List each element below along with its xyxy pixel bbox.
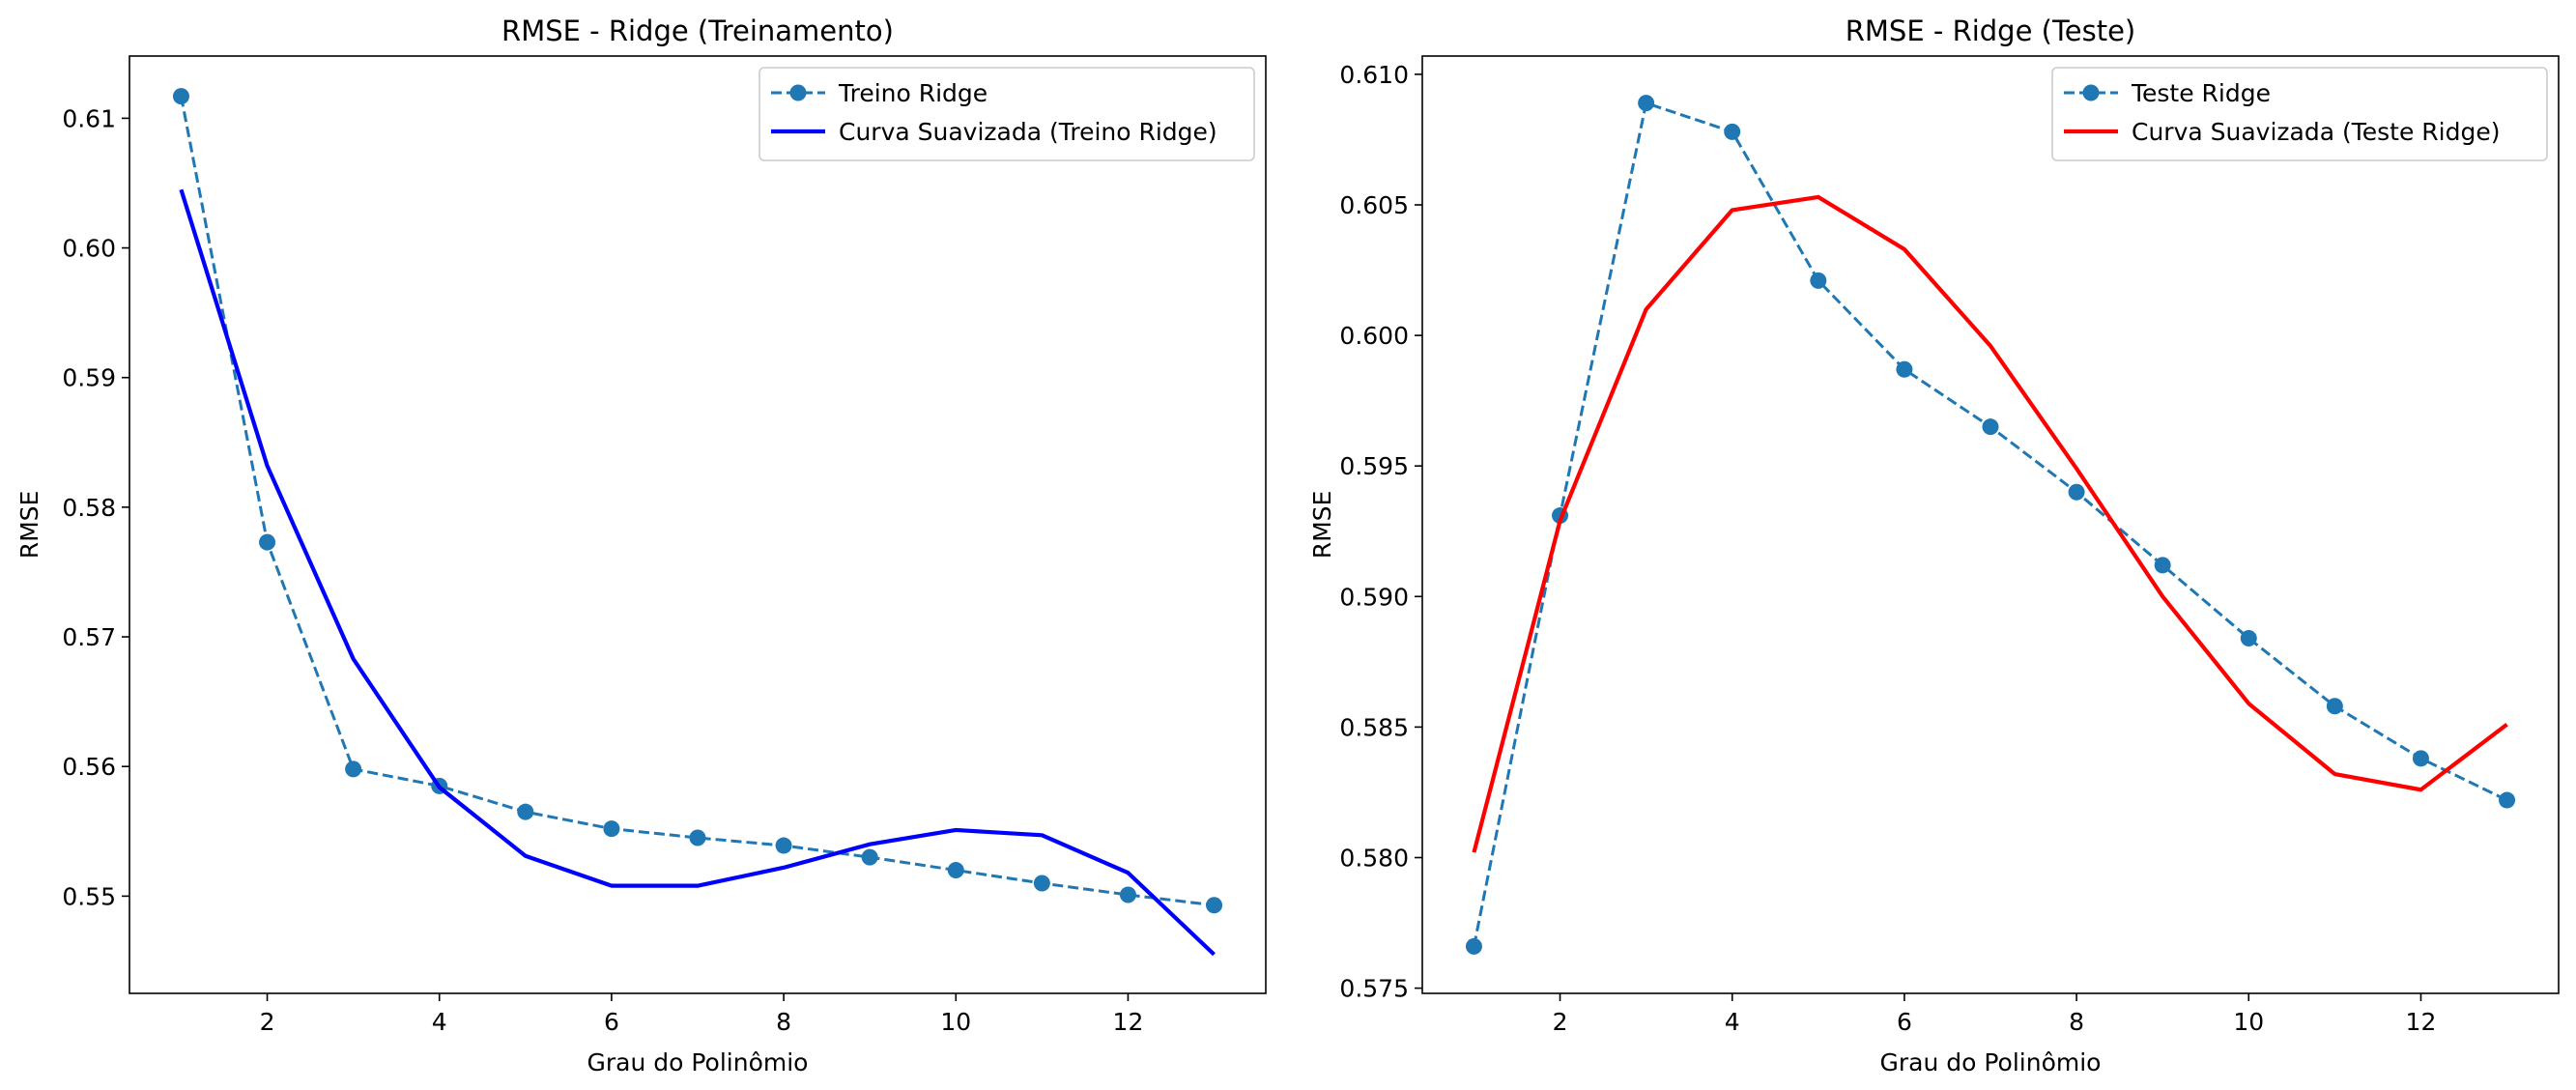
x-tick-label: 10	[2233, 1008, 2264, 1036]
plot-area	[1465, 95, 2516, 955]
x-tick-label: 12	[2406, 1008, 2437, 1036]
data-point	[2326, 698, 2343, 715]
data-point	[2240, 630, 2257, 647]
y-axis-label: RMSE	[1308, 491, 1336, 559]
axes-frame	[129, 55, 1267, 994]
y-tick-label: 0.59	[62, 364, 116, 392]
data-point	[1465, 937, 1482, 955]
data-point	[775, 837, 792, 854]
data-point	[1206, 897, 1223, 914]
x-axis-label: Grau do Polinômio	[587, 1048, 809, 1076]
legend-label-1: Treino Ridge	[838, 79, 987, 107]
axes-frame	[1421, 55, 2560, 994]
legend-marker	[789, 84, 807, 101]
series-line-1	[179, 96, 1215, 907]
y-tick-label: 0.57	[62, 623, 116, 651]
x-tick-label: 6	[604, 1008, 619, 1036]
y-tick-label: 0.61	[62, 104, 116, 132]
data-point	[2412, 750, 2429, 767]
data-point	[259, 533, 276, 551]
y-tick-label: 0.610	[1339, 61, 1409, 89]
legend-box	[758, 67, 1255, 161]
y-tick-label: 0.585	[1339, 713, 1409, 741]
x-tick-label: 8	[776, 1008, 791, 1036]
data-point	[345, 760, 362, 778]
y-tick-label: 0.55	[62, 882, 116, 910]
y-tick-label: 0.600	[1339, 322, 1409, 350]
x-tick-label: 2	[1553, 1008, 1568, 1036]
chart-title: RMSE - Ridge (Teste)	[1846, 14, 2135, 47]
series-line-2	[1472, 194, 2508, 853]
y-axis-label: RMSE	[15, 491, 43, 559]
x-tick-label: 10	[940, 1008, 971, 1036]
y-tick-label: 0.575	[1339, 975, 1409, 1003]
y-tick-label: 0.595	[1339, 452, 1409, 480]
x-axis-label: Grau do Polinômio	[1880, 1048, 2102, 1076]
data-point	[1119, 886, 1136, 904]
data-point	[689, 829, 706, 846]
y-tick-label: 0.605	[1339, 191, 1409, 219]
data-point	[1810, 272, 1827, 289]
y-tick-label: 0.58	[62, 494, 116, 522]
series-line-1	[1472, 101, 2508, 947]
x-tick-label: 8	[2069, 1008, 2084, 1036]
chart-panel-2: RMSE - Ridge (Teste) 2 4 6 8 10 12 0.575 0.580 0.…	[1308, 14, 2560, 1076]
data-point	[517, 803, 534, 820]
legend: Teste Ridge Curva Suavizada (Teste Ridge)	[2051, 67, 2548, 161]
legend-label-2: Curva Suavizada (Treino Ridge)	[839, 118, 1217, 146]
data-point	[861, 848, 878, 866]
data-point	[172, 88, 189, 105]
data-point	[947, 862, 964, 879]
data-point	[2068, 483, 2085, 501]
x-tick-label: 4	[432, 1008, 447, 1036]
y-tick-label: 0.56	[62, 753, 116, 781]
x-tick-label: 2	[260, 1008, 275, 1036]
data-point	[1724, 123, 1741, 140]
legend-box	[2051, 67, 2548, 161]
legend: Treino Ridge Curva Suavizada (Treino Ridg…	[758, 67, 1255, 161]
series-line-2	[179, 188, 1216, 957]
data-point	[1896, 360, 1913, 378]
x-tick-label: 12	[1113, 1008, 1144, 1036]
data-point	[603, 820, 620, 838]
x-tick-label: 6	[1897, 1008, 1912, 1036]
data-point	[2499, 791, 2516, 809]
legend-marker	[2082, 84, 2100, 101]
data-point	[2154, 557, 2171, 574]
legend-label-1: Teste Ridge	[2131, 79, 2271, 107]
data-point	[1033, 875, 1050, 892]
chart-panel-1: RMSE - Ridge (Treinamento) 2 4 6 8 10 12 0.55 0.…	[15, 14, 1267, 1076]
legend-label-2: Curva Suavizada (Teste Ridge)	[2132, 118, 2501, 146]
data-point	[1982, 418, 1999, 436]
data-point	[1638, 95, 1655, 112]
y-tick-label: 0.580	[1339, 844, 1409, 872]
chart-title: RMSE - Ridge (Treinamento)	[501, 14, 894, 47]
plot-area	[172, 88, 1223, 957]
y-tick-label: 0.60	[62, 235, 116, 263]
x-tick-label: 4	[1725, 1008, 1740, 1036]
y-tick-label: 0.590	[1339, 583, 1409, 611]
